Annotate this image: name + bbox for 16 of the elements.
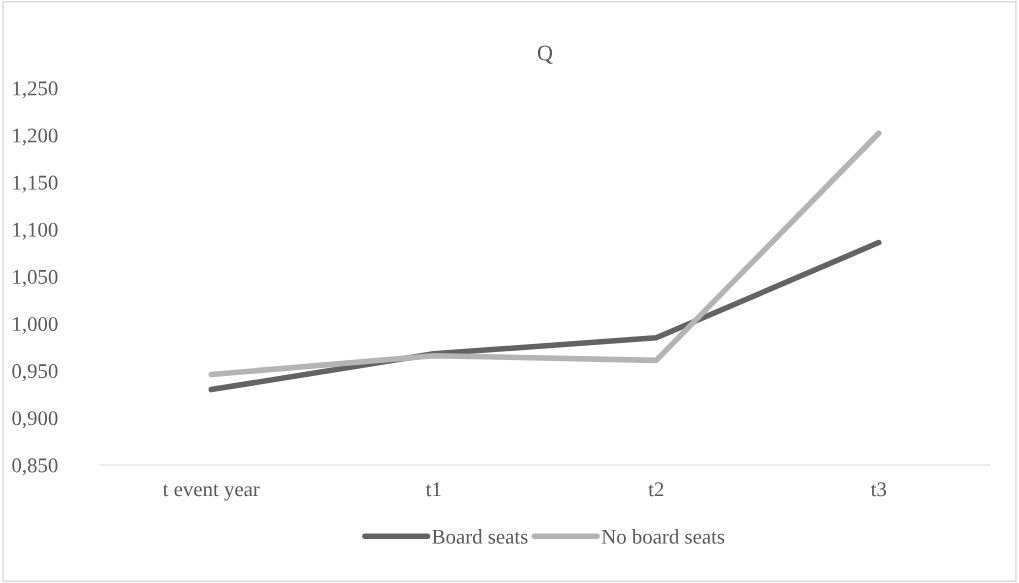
x-tick-label: t1 (425, 482, 441, 497)
y-tick-label: 0,900 (12, 411, 58, 429)
chart-title: Q (537, 45, 553, 64)
x-tick-label: t2 (648, 482, 664, 497)
y-tick-label: 1,100 (13, 222, 58, 240)
x-tick-label: t3 (870, 482, 887, 497)
y-tick-label: 1,050 (13, 269, 58, 287)
y-tick-label: 0,950 (12, 364, 58, 382)
y-tick-label: 1,200 (13, 128, 58, 146)
legend-label: No board seats (601, 529, 725, 544)
x-tick-label: t event year (162, 484, 260, 501)
y-tick-label: 1,250 (13, 81, 58, 99)
legend-label: Board seats (432, 529, 528, 544)
y-tick-label: 0,850 (12, 458, 58, 476)
y-tick-label: 1,150 (13, 175, 58, 193)
y-tick-label: 1,000 (13, 317, 58, 335)
